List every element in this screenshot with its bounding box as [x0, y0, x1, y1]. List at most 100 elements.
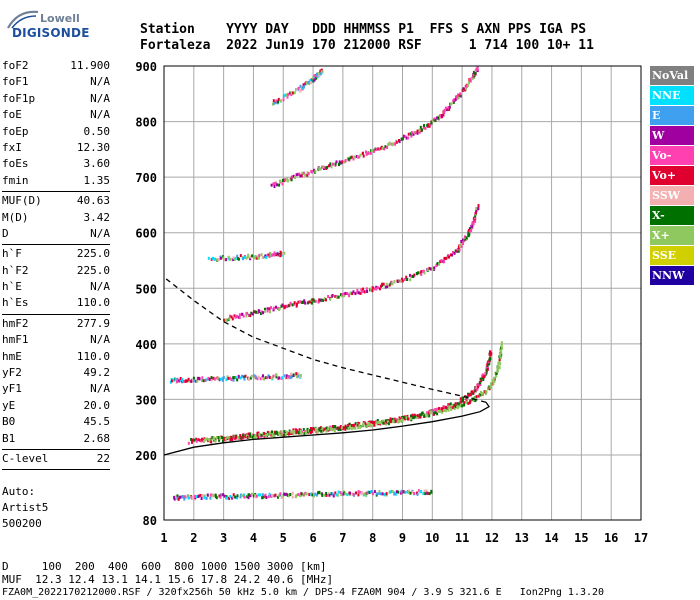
echo-mark	[347, 427, 350, 430]
echo-mark	[370, 149, 373, 153]
echo-mark	[362, 422, 365, 426]
echo-mark	[378, 491, 381, 495]
echo-mark	[453, 404, 456, 408]
echo-mark	[264, 254, 267, 258]
echo-mark	[210, 376, 213, 380]
echo-mark	[343, 491, 346, 495]
echo-mark	[237, 374, 240, 378]
echo-mark	[423, 124, 425, 128]
echo-mark	[367, 151, 370, 155]
echo-mark	[419, 415, 422, 419]
echo-mark	[218, 258, 220, 261]
echo-mark	[318, 490, 321, 494]
echo-mark	[272, 374, 275, 378]
echo-mark	[501, 346, 504, 350]
echo-mark	[469, 79, 472, 83]
echo-mark	[216, 258, 219, 262]
echo-mark	[236, 494, 239, 498]
echo-mark	[368, 423, 371, 427]
echo-mark	[440, 407, 443, 411]
echo-mark	[276, 252, 279, 256]
echo-mark	[206, 493, 209, 497]
echo-mark	[299, 300, 302, 304]
echo-mark	[404, 490, 407, 494]
echo-mark	[274, 181, 277, 185]
echo-mark	[251, 435, 254, 439]
echo-mark	[371, 492, 374, 496]
echo-mark	[316, 430, 319, 434]
echo-mark	[271, 430, 273, 434]
echo-mark	[219, 256, 222, 260]
echo-mark	[361, 491, 364, 495]
echo-mark	[285, 374, 288, 378]
echo-mark	[257, 436, 260, 440]
echo-mark	[413, 492, 416, 495]
echo-mark	[279, 179, 281, 183]
echo-mark	[299, 494, 302, 498]
echo-mark	[252, 434, 255, 438]
x-tick-label: 8	[369, 531, 376, 545]
param-value: N/A	[90, 382, 110, 396]
echo-mark	[447, 407, 450, 411]
echo-mark	[282, 494, 285, 498]
echo-mark	[468, 229, 471, 233]
echo-mark	[318, 427, 321, 431]
echo-mark	[357, 291, 360, 295]
echo-mark	[492, 382, 495, 386]
echo-mark	[462, 397, 465, 401]
echo-mark	[234, 436, 237, 440]
echo-mark	[318, 298, 321, 302]
echo-mark	[284, 93, 287, 97]
echo-mark	[381, 282, 384, 286]
echo-mark	[385, 282, 388, 286]
echo-mark	[231, 437, 234, 441]
echo-mark	[498, 361, 501, 365]
echo-mark	[477, 382, 480, 386]
echo-mark	[244, 434, 247, 438]
echo-mark	[363, 492, 366, 496]
echo-mark	[248, 493, 250, 497]
echo-mark	[407, 136, 410, 140]
echo-mark	[417, 271, 420, 275]
echo-mark	[467, 393, 470, 397]
param-row: D N/A	[2, 226, 110, 242]
echo-mark	[219, 495, 222, 499]
echo-mark	[442, 113, 445, 117]
echo-mark	[354, 426, 357, 430]
echo-mark	[262, 256, 265, 259]
echo-mark	[330, 492, 333, 496]
echo-mark	[426, 491, 429, 495]
echo-mark	[370, 286, 373, 290]
echo-mark	[206, 377, 209, 381]
echo-mark	[263, 431, 266, 435]
echo-mark	[474, 396, 477, 399]
echo-mark	[481, 392, 484, 396]
x-tick-label: 4	[250, 531, 257, 545]
echo-mark	[420, 272, 423, 276]
echo-mark	[213, 377, 216, 381]
echo-mark	[464, 237, 467, 241]
echo-mark	[332, 428, 334, 432]
echo-mark	[270, 433, 273, 437]
echo-mark	[315, 76, 318, 80]
echo-mark	[297, 372, 300, 376]
echo-mark	[407, 490, 410, 494]
echo-mark	[386, 285, 389, 288]
echo-mark	[270, 306, 273, 310]
echo-mark	[307, 80, 310, 84]
echo-mark	[357, 155, 359, 159]
echo-mark	[322, 298, 325, 302]
echo-mark	[387, 422, 390, 426]
param-row: h`F 225.0	[2, 246, 110, 262]
echo-mark	[336, 493, 339, 497]
echo-mark	[389, 417, 392, 421]
echo-mark	[404, 135, 407, 139]
echo-mark	[181, 495, 184, 499]
param-row: foF1 N/A	[2, 74, 110, 90]
echo-mark	[411, 490, 414, 494]
echo-mark	[306, 81, 308, 85]
echo-mark	[229, 314, 231, 318]
plot-frame	[163, 65, 642, 521]
chart-frame	[163, 65, 642, 521]
echo-mark	[291, 495, 294, 499]
